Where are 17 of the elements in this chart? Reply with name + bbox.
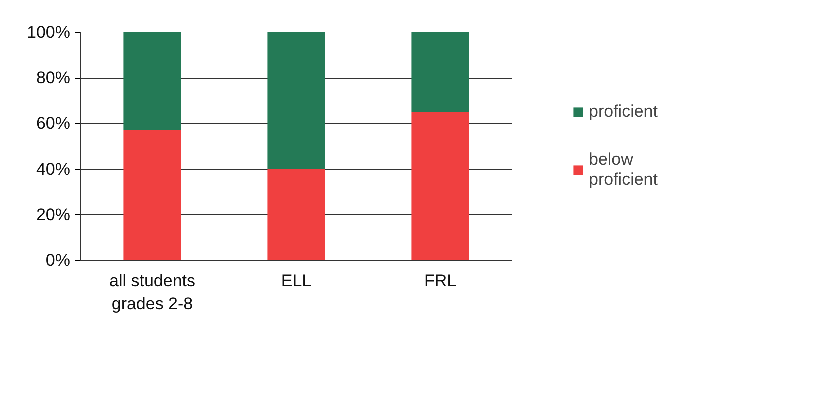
x-tick-label: FRL xyxy=(424,272,457,290)
y-tick-label: 40% xyxy=(36,160,71,179)
bar xyxy=(124,130,182,260)
x-tick-label: all students grades 2-8 xyxy=(110,272,196,314)
y-tick-label: 0% xyxy=(46,251,71,270)
y-tick-label: 60% xyxy=(36,114,71,134)
y-tick-label: 20% xyxy=(36,205,71,224)
legend-label: below proficient xyxy=(589,150,658,190)
bar xyxy=(268,169,326,260)
bar xyxy=(412,112,470,260)
y-tick-label: 100% xyxy=(27,23,71,42)
bar xyxy=(412,32,470,112)
y-tick-label: 80% xyxy=(36,68,71,88)
bar xyxy=(124,32,182,131)
x-tick-label: ELL xyxy=(281,272,312,290)
legend-label: proficient xyxy=(589,102,658,122)
bar xyxy=(268,32,326,170)
